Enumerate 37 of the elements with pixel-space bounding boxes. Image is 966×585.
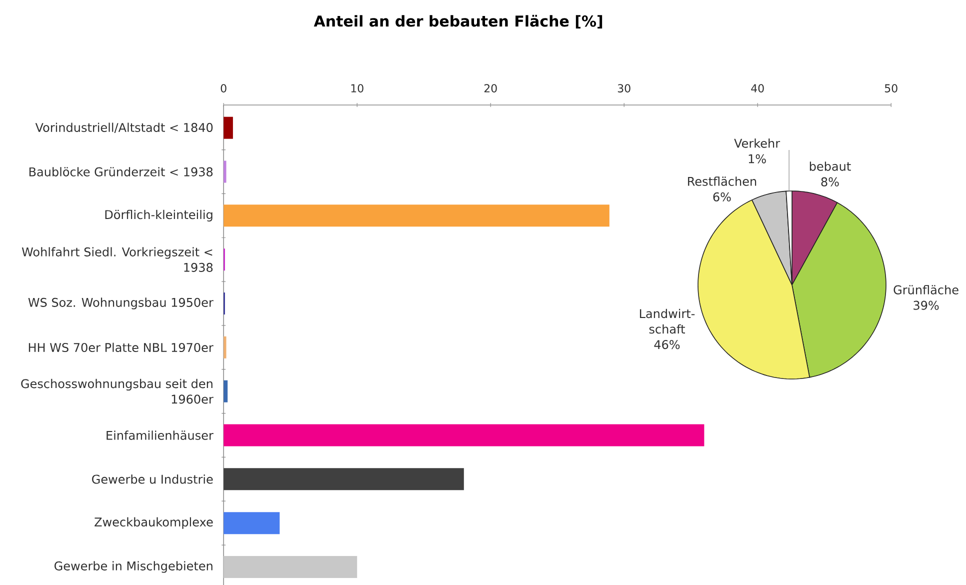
x-tick-label: 30	[618, 84, 630, 92]
slice-label: Landwirt-schaft	[640, 308, 695, 334]
data-label: 46%	[654, 340, 680, 350]
bar	[224, 380, 228, 402]
bar	[224, 204, 610, 227]
y-tick-label: Zweckbaukomplexe	[94, 517, 213, 529]
bar	[224, 556, 358, 578]
y-tick-label: Dörflich-kleinteilig	[105, 210, 212, 222]
y-tick-label: Einfamilienhäuser	[106, 430, 214, 440]
y-tick-label: Baublöcke Gründerzeit < 1938	[29, 167, 213, 176]
x-tick-label: 20	[484, 84, 497, 92]
y-tick-label: HH WS 70er Platte NBL 1970er	[28, 342, 214, 352]
bar	[224, 116, 233, 139]
data-label: 39%	[914, 300, 939, 310]
data-label: 1%	[748, 154, 766, 164]
y-tick-label: Vorindustriell/Altstadt < 1840	[35, 122, 213, 133]
slice-label: Grünfläche	[894, 285, 958, 294]
x-tick-label: 10	[351, 84, 364, 92]
chart-title: Anteil an der bebauten Fläche [%]	[314, 14, 602, 29]
y-tick-label: Gewerbe u Industrie	[92, 474, 213, 484]
data-label: 8%	[821, 177, 839, 186]
bar	[224, 468, 464, 490]
slice-label: Verkehr	[734, 138, 780, 148]
y-tick-label: Wohlfahrt Siedl. Vorkriegszeit < 1938	[22, 247, 213, 272]
y-tick-label: Geschosswohnungsbau seit den 1960er	[21, 378, 214, 404]
bar	[224, 160, 226, 183]
y-tick-label: Gewerbe in Mischgebieten	[54, 561, 212, 573]
slice-label: Restflächen	[688, 176, 756, 186]
bar	[224, 336, 226, 358]
bar	[224, 512, 280, 534]
x-tick-label: 40	[751, 84, 764, 92]
y-tick-label: WS Soz. Wohnungsbau 1950er	[28, 298, 214, 310]
slice-label: bebaut	[810, 162, 851, 171]
x-tick-label: 0	[220, 84, 226, 92]
x-tick-label: 50	[884, 84, 898, 92]
data-label: 6%	[713, 192, 731, 202]
bar	[224, 424, 704, 446]
